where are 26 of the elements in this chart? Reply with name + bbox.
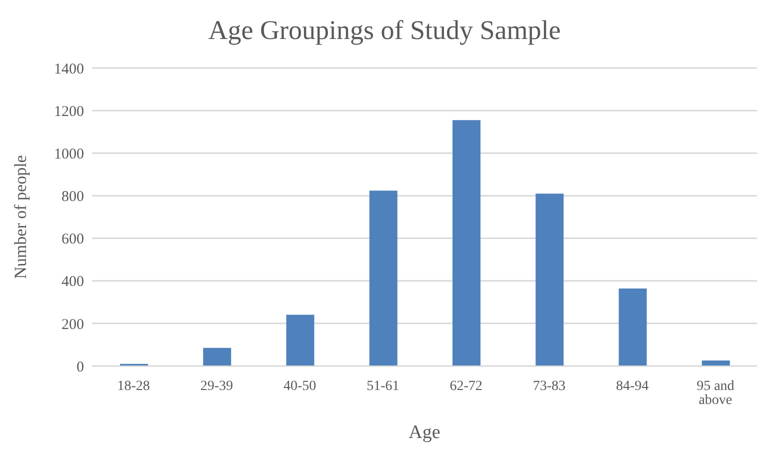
y-tick-label: 0 [76,359,84,376]
x-tick-label: 18-28 [117,378,150,394]
chart-title: Age Groupings of Study Sample [207,14,562,47]
y-axis-title: Number of people [11,155,30,279]
x-axis-title: Age [408,422,440,443]
x-tick-label: 95 and above [696,378,734,408]
x-tick-label: 29-39 [200,378,234,394]
x-tick-label: 51-61 [366,378,400,394]
y-tick-label: 1400 [54,61,84,78]
y-tick-label: 200 [62,316,84,333]
x-tick-label: 40-50 [283,378,316,394]
y-tick-label: 800 [62,189,84,206]
bar [369,190,398,366]
bar [452,120,480,366]
y-tick-label: 1000 [54,146,84,162]
y-tick-label: 600 [62,232,84,248]
bar [618,288,647,366]
y-tick-label: 400 [62,274,84,290]
x-tick-label: 73-83 [532,378,566,394]
bar [702,360,730,366]
bar [536,194,564,366]
bar [203,348,232,366]
bar [286,314,314,366]
y-tick-label: 1200 [54,104,84,120]
x-tick-label: 62-72 [450,378,482,394]
x-tick-label: 84-94 [616,378,649,394]
